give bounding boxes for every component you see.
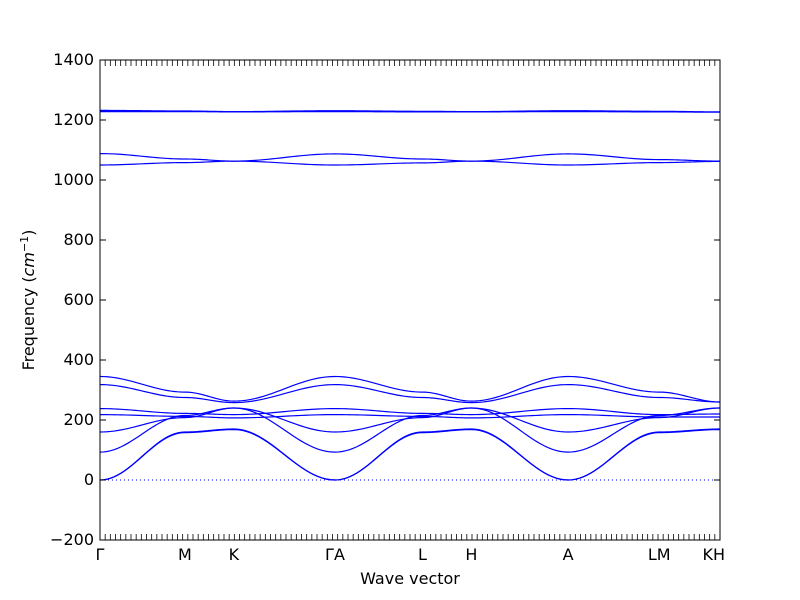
x-axis-label: Wave vector <box>360 569 460 588</box>
phonon-band-7 <box>99 407 720 416</box>
phonon-band-6 <box>99 383 721 404</box>
x-axis-ticks: Γ M K ΓA L H A LM KH <box>96 60 726 564</box>
y-tick-label: 1000 <box>53 170 94 189</box>
x-tick-label: L <box>418 545 427 564</box>
x-tick-label: KH <box>703 545 726 564</box>
x-tick-label: K <box>229 545 240 564</box>
phonon-band-4 <box>99 160 721 166</box>
y-axis-label-unit: cm <box>19 252 38 276</box>
x-tick-label: M <box>178 545 192 564</box>
x-tick-label: ΓA <box>325 545 345 564</box>
y-tick-label: 400 <box>63 350 94 369</box>
x-tick-label: Γ <box>96 545 105 564</box>
phonon-band-3 <box>99 153 721 162</box>
plot-frame <box>99 59 721 541</box>
y-axis-label-exp: −1 <box>18 236 31 252</box>
phonon-band-12 <box>99 428 721 481</box>
y-axis-label-close: ) <box>19 230 38 236</box>
phonon-band-8 <box>99 413 720 419</box>
y-tick-label: 1400 <box>53 50 94 69</box>
phonon-band-5 <box>99 375 721 403</box>
y-tick-label: 800 <box>63 230 94 249</box>
phonon-band-9 <box>99 407 721 433</box>
y-tick-label: 0 <box>84 470 94 489</box>
phonon-band-11 <box>99 428 721 481</box>
y-tick-label: 200 <box>63 410 94 429</box>
y-tick-label: 1200 <box>53 110 94 129</box>
phonon-band-10 <box>99 407 721 453</box>
x-tick-label: H <box>465 545 477 564</box>
y-axis-label: Frequency (cm−1) <box>18 230 39 371</box>
y-tick-label: −200 <box>50 530 94 549</box>
y-axis-label-text: Frequency ( <box>19 276 38 370</box>
x-tick-label: A <box>563 545 574 564</box>
phonon-band-2 <box>100 109 720 113</box>
x-tick-label: LM <box>648 545 671 564</box>
y-axis-ticks: −200 0 200 400 600 800 1000 1200 1400 <box>50 50 720 549</box>
y-tick-label: 600 <box>63 290 94 309</box>
plot-area <box>99 109 721 481</box>
